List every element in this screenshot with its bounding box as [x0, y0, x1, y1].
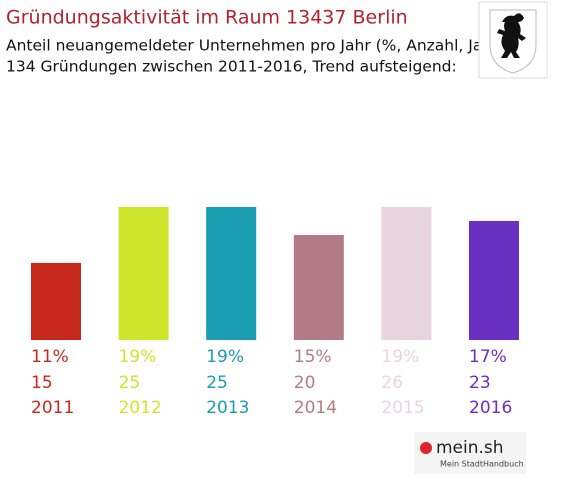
bar	[469, 221, 519, 340]
value-label: 19%	[381, 347, 419, 367]
logo-tagline: Mein StadtHandbuch	[440, 460, 524, 469]
x-tick-label: 2011	[31, 398, 74, 418]
subtitle: 134 Gründungen zwischen 2011-2016, Trend…	[6, 58, 457, 76]
bar	[381, 207, 432, 340]
x-tick-label: 2015	[381, 398, 424, 418]
value-label: 15%	[294, 347, 332, 367]
chart-title: Gründungsaktivität im Raum 13437 Berlin	[6, 7, 408, 29]
bear	[497, 13, 526, 58]
x-tick-label: 2012	[119, 398, 162, 418]
logo-box	[414, 432, 526, 474]
count-label: 20	[294, 373, 316, 393]
subtitle: Anteil neuangemeldeter Unternehmen pro J…	[6, 37, 505, 55]
value-label: 11%	[31, 347, 69, 367]
count-label: 25	[119, 373, 141, 393]
x-tick-label: 2013	[206, 398, 249, 418]
count-label: 25	[206, 373, 228, 393]
value-label: 17%	[469, 347, 507, 367]
bar	[31, 263, 81, 340]
value-label: 19%	[119, 347, 157, 367]
logo: mein.sh Mein StadtHandbuch	[414, 432, 526, 474]
bar	[293, 235, 344, 340]
logo-name: mein.sh	[436, 438, 504, 458]
bar	[118, 207, 169, 340]
count-label: 15	[31, 373, 53, 393]
x-tick-label: 2014	[294, 398, 337, 418]
x-tick-label: 2016	[469, 398, 512, 418]
count-label: 23	[469, 373, 491, 393]
value-label: 19%	[206, 347, 244, 367]
logo-dot	[420, 442, 432, 454]
count-label: 26	[381, 373, 403, 393]
coat-of-arms	[478, 1, 548, 79]
bar	[206, 207, 257, 340]
